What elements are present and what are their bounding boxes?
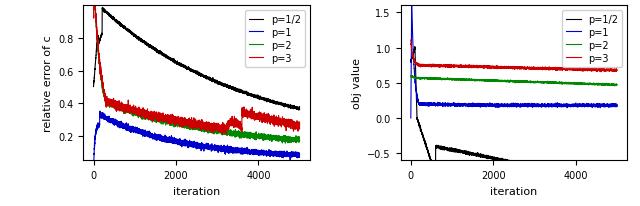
- p=3: [243, 115, 251, 117]
- Line: p=2: p=2: [411, 76, 617, 87]
- p=1/2: [577, 175, 584, 178]
- p=3: [541, 67, 548, 70]
- p=2: [444, 79, 452, 81]
- Legend: p=1/2, p=1, p=2, p=3: p=1/2, p=1, p=2, p=3: [245, 11, 305, 67]
- p=1: [541, 104, 548, 106]
- Y-axis label: relative error of c: relative error of c: [42, 35, 52, 131]
- p=2: [561, 82, 568, 85]
- p=3: [531, 68, 538, 70]
- Line: p=1: p=1: [411, 6, 617, 118]
- p=2: [611, 85, 618, 88]
- Y-axis label: obj value: obj value: [352, 58, 362, 109]
- p=1: [444, 105, 452, 107]
- p=1: [408, 5, 415, 7]
- p=3: [613, 69, 621, 72]
- p=3: [222, 133, 230, 136]
- p=1/2: [541, 167, 548, 169]
- p=3: [486, 66, 493, 69]
- p=1/2: [168, 58, 176, 60]
- p=1/2: [444, 148, 452, 150]
- p=2: [90, 17, 97, 20]
- p=2: [613, 84, 621, 87]
- p=1/2: [99, 7, 106, 9]
- p=2: [259, 137, 267, 139]
- p=3: [259, 117, 267, 119]
- p=1: [96, 110, 104, 113]
- Legend: p=1/2, p=1, p=2, p=3: p=1/2, p=1, p=2, p=3: [562, 11, 622, 67]
- p=3: [407, 40, 415, 42]
- p=1/2: [561, 172, 568, 175]
- p=1: [613, 105, 621, 107]
- p=1/2: [610, 183, 618, 186]
- Line: p=1/2: p=1/2: [93, 8, 300, 110]
- p=1: [168, 138, 176, 140]
- p=2: [577, 83, 584, 85]
- p=3: [90, 17, 97, 19]
- Line: p=3: p=3: [411, 41, 617, 73]
- p=1: [486, 105, 493, 108]
- p=1/2: [531, 165, 538, 167]
- p=1/2: [243, 93, 251, 96]
- p=1/2: [411, 46, 419, 49]
- p=1: [259, 151, 267, 153]
- p=1/2: [486, 157, 493, 159]
- p=3: [444, 66, 452, 68]
- p=2: [296, 139, 303, 142]
- p=1: [90, 168, 97, 171]
- p=1: [127, 129, 135, 131]
- p=1/2: [295, 109, 303, 112]
- p=2: [282, 142, 289, 145]
- p=3: [597, 71, 605, 74]
- Line: p=3: p=3: [93, 0, 300, 135]
- p=1: [296, 153, 303, 156]
- Line: p=1: p=1: [93, 111, 300, 169]
- p=1: [407, 117, 415, 120]
- p=1: [561, 105, 568, 108]
- p=2: [486, 80, 493, 82]
- Line: p=2: p=2: [93, 0, 300, 143]
- p=3: [213, 124, 221, 127]
- p=3: [577, 68, 584, 70]
- p=3: [127, 109, 135, 112]
- p=2: [213, 132, 221, 134]
- p=2: [224, 133, 232, 135]
- p=2: [127, 112, 135, 114]
- Line: p=1/2: p=1/2: [411, 47, 617, 185]
- p=1/2: [613, 183, 621, 185]
- p=2: [531, 82, 538, 84]
- p=1/2: [259, 98, 267, 101]
- p=2: [243, 134, 251, 137]
- p=1/2: [224, 85, 232, 88]
- X-axis label: iteration: iteration: [490, 186, 538, 196]
- p=1: [224, 151, 232, 153]
- p=2: [407, 75, 415, 77]
- p=2: [168, 124, 176, 126]
- p=3: [296, 128, 303, 131]
- X-axis label: iteration: iteration: [173, 186, 220, 196]
- p=3: [561, 67, 568, 70]
- p=1: [243, 151, 251, 153]
- p=2: [407, 76, 415, 78]
- p=1/2: [407, 61, 415, 63]
- p=1/2: [90, 86, 97, 88]
- p=1: [577, 104, 584, 107]
- p=3: [168, 121, 176, 123]
- p=1/2: [127, 31, 135, 33]
- p=1/2: [296, 108, 303, 111]
- p=3: [224, 124, 232, 127]
- p=1/2: [213, 81, 221, 84]
- p=1: [213, 145, 221, 147]
- p=2: [541, 82, 548, 84]
- p=1: [531, 104, 538, 107]
